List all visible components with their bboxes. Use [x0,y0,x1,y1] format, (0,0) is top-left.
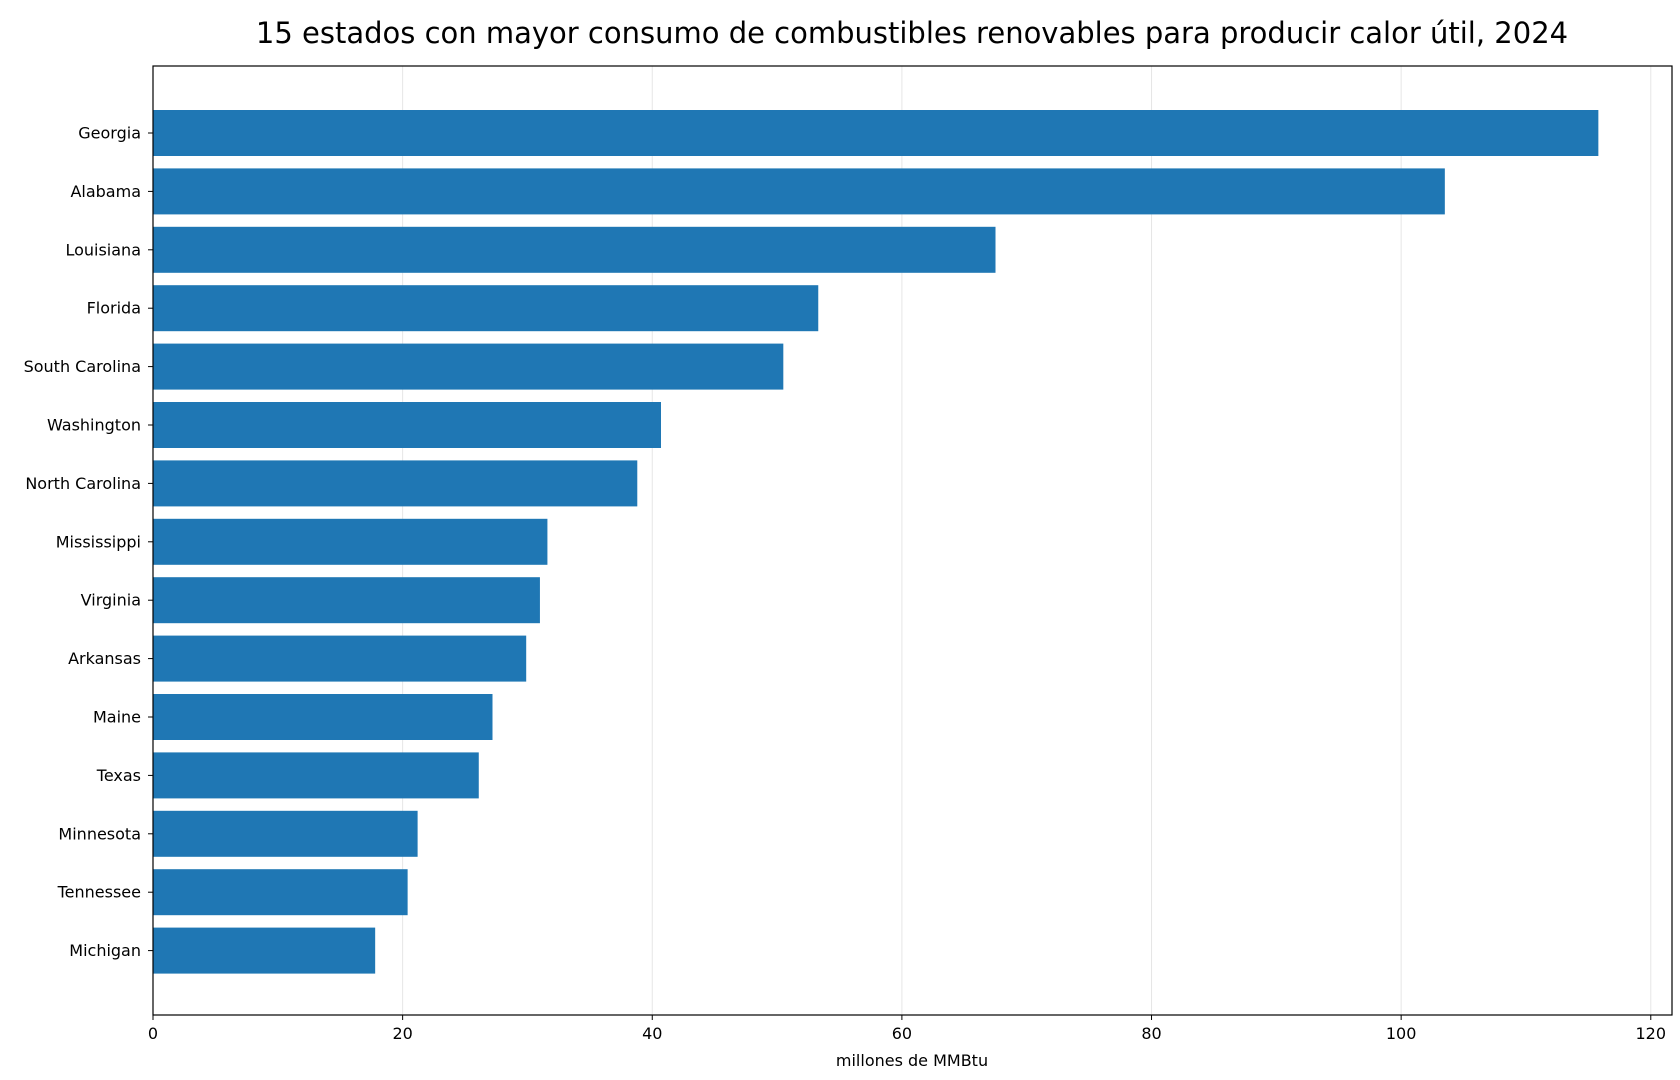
bar [153,752,479,799]
bar [153,694,493,740]
bar [153,577,540,624]
bar [153,168,1445,215]
plot-frame [152,65,1673,1016]
x-tick-label: 20 [392,1024,412,1043]
gridlines [152,66,1652,1015]
y-axis-ticks: Georgia Alabama Louisiana Florida South Caro… [24,124,153,960]
x-tick-label: 80 [1141,1024,1161,1043]
y-tick-label: South Carolina [24,357,141,376]
y-tick-label: Arkansas [68,649,141,668]
bar [153,810,418,857]
x-axis-ticks: 0 20 40 60 80 100 120 [148,1015,1666,1043]
y-tick-label: Texas [96,766,141,785]
y-tick-label: Florida [87,299,141,318]
y-tick-label: North Carolina [25,474,141,493]
x-tick-label: 100 [1386,1024,1417,1043]
x-tick-label: 60 [892,1024,912,1043]
x-tick-label: 40 [642,1024,662,1043]
y-tick-label: Louisiana [65,240,141,259]
bar [153,927,376,974]
y-tick-label: Mississippi [56,532,141,551]
y-tick-label: Georgia [78,124,141,143]
y-tick-label: Tennessee [57,883,141,902]
bar [153,226,996,273]
bar [153,402,661,448]
y-tick-label: Minnesota [58,824,141,843]
x-tick-label: 0 [148,1024,158,1043]
y-tick-label: Maine [93,708,141,727]
bar [153,343,784,390]
chart-title: 15 estados con mayor consumo de combusti… [256,16,1568,50]
x-axis-label: millones de MMBtu [836,1051,988,1070]
bar [153,635,527,682]
y-tick-label: Michigan [69,941,141,960]
bars [153,110,1599,974]
y-tick-label: Washington [47,416,141,435]
y-tick-label: Virginia [81,591,141,610]
y-tick-label: Alabama [70,182,141,201]
bar [153,869,408,916]
x-tick-label: 120 [1636,1024,1667,1043]
bar [153,110,1599,156]
bar [153,285,819,332]
bar [153,518,548,565]
bar [153,460,638,507]
